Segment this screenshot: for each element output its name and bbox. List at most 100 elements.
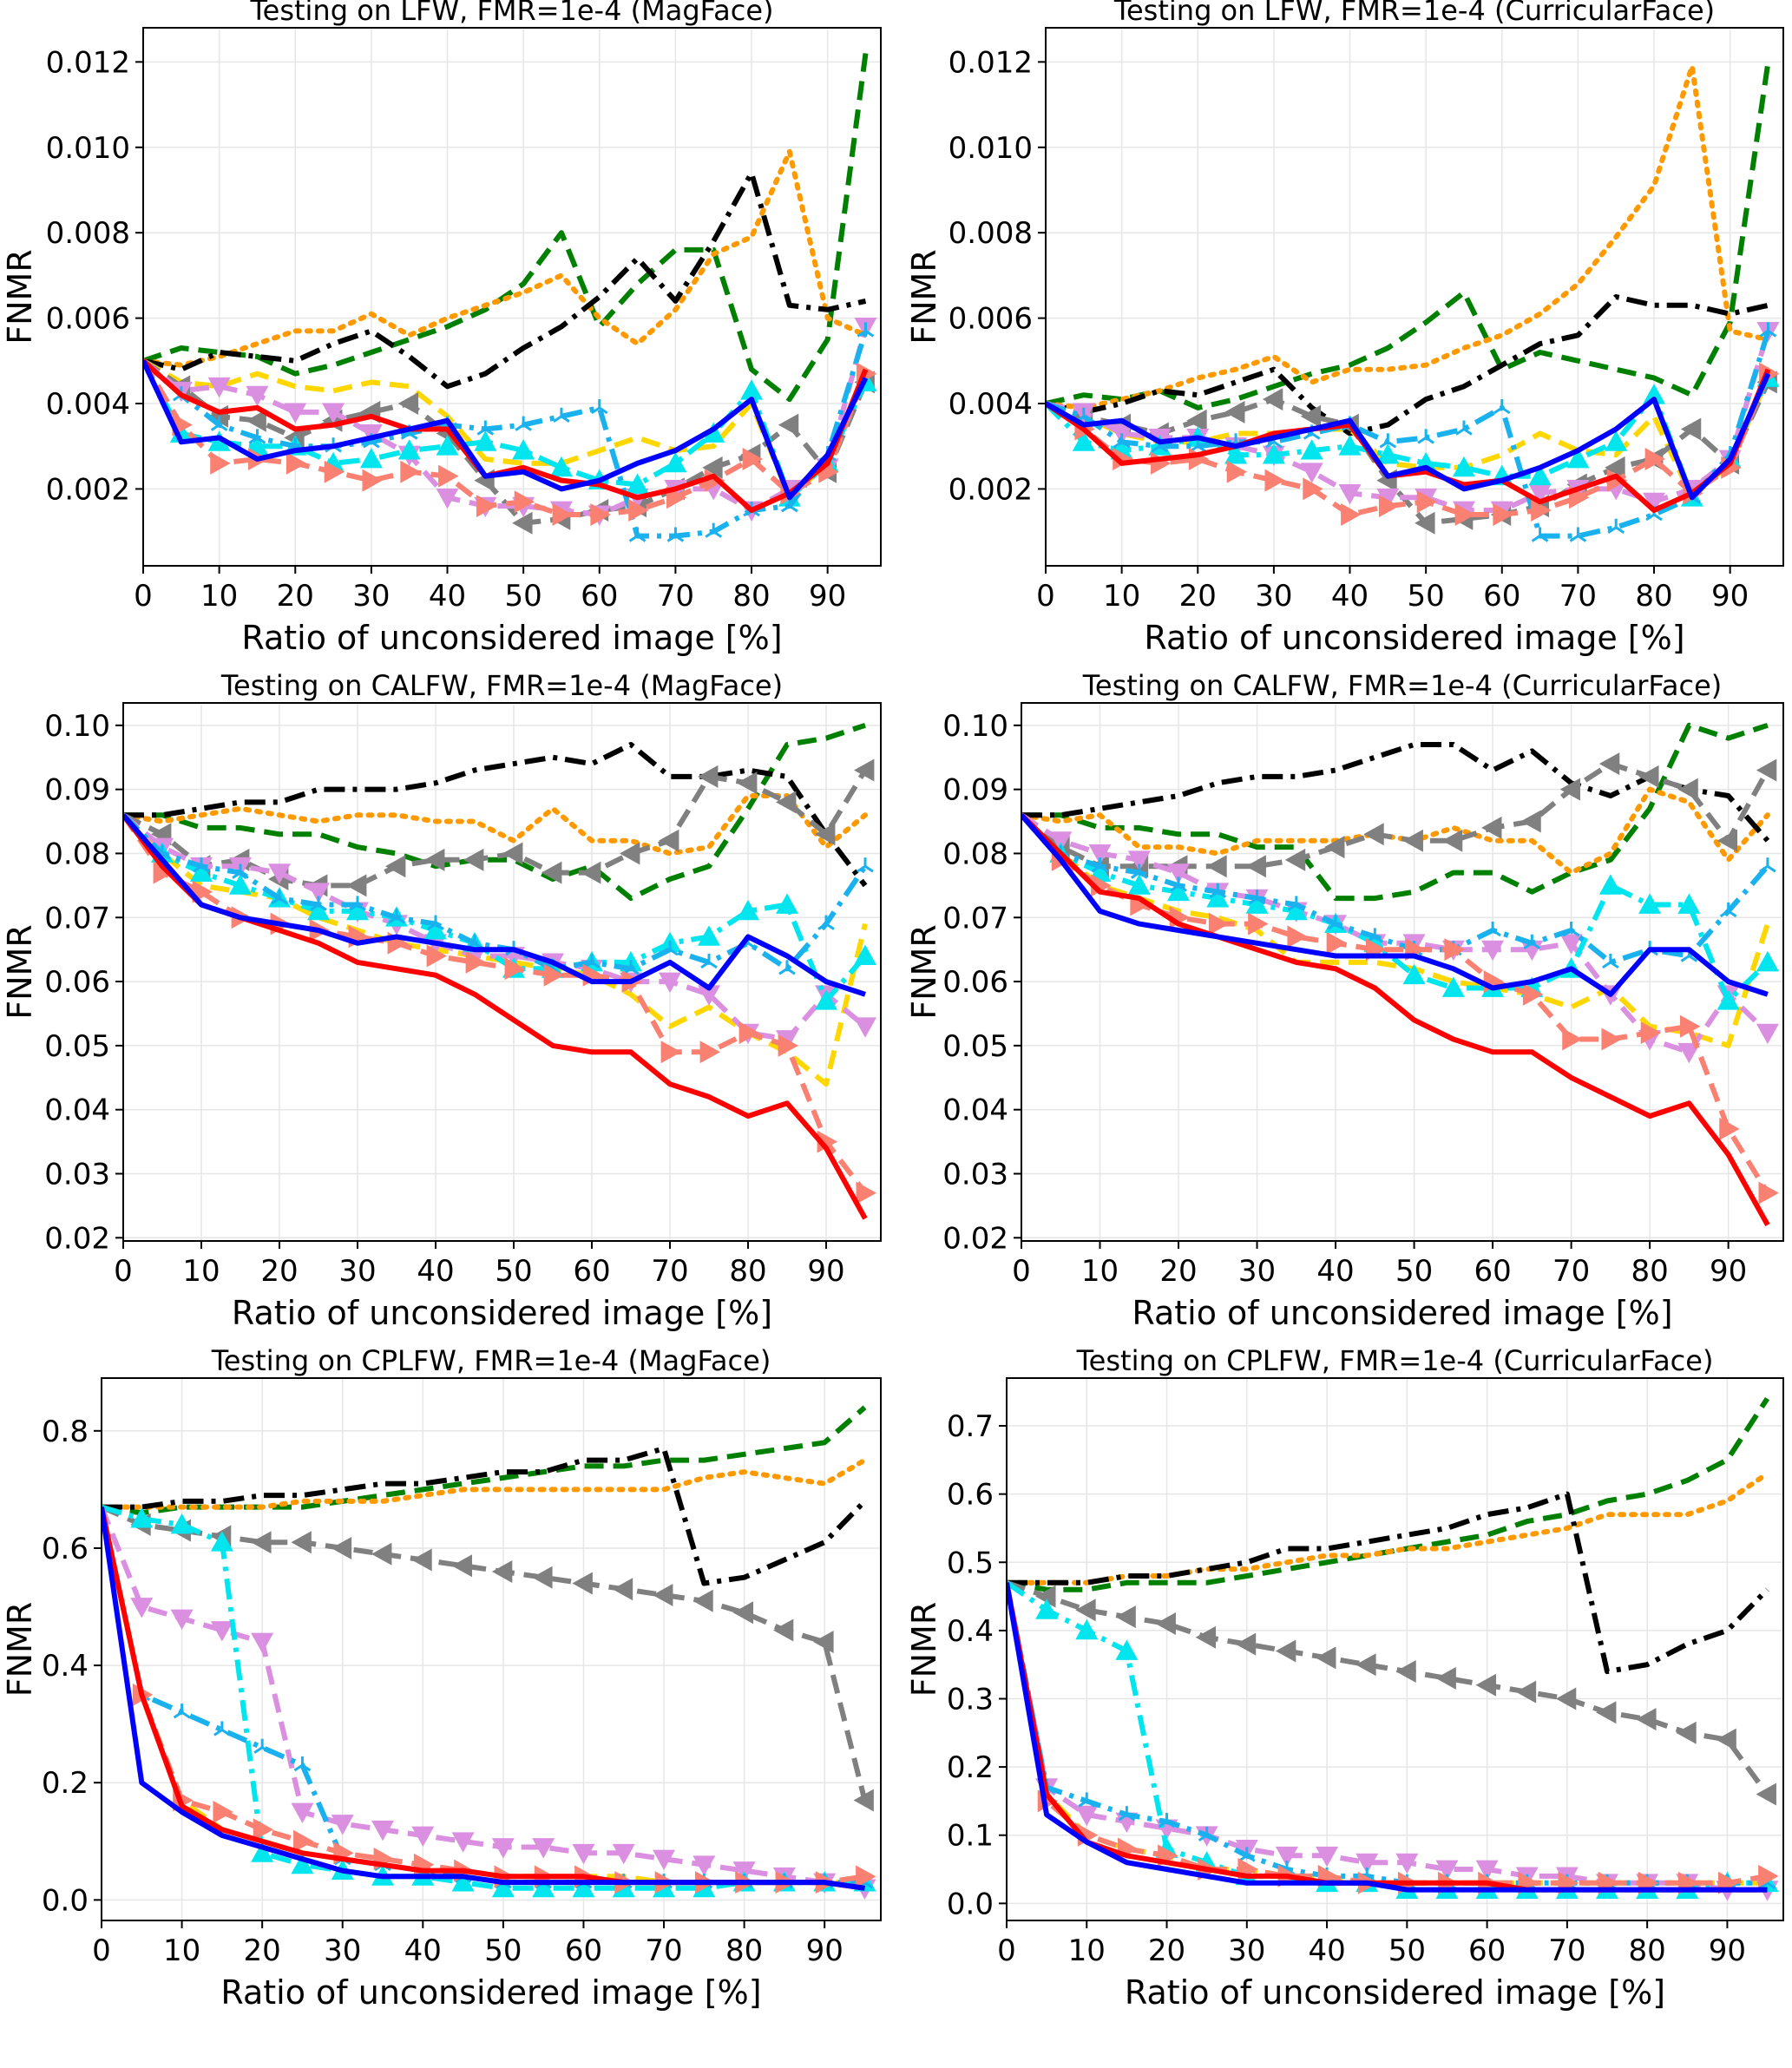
- series-line-2: [1007, 1471, 1770, 1585]
- series-5-marker: [397, 392, 419, 416]
- series-7-marker: [207, 430, 231, 451]
- series-8-marker: [1569, 527, 1587, 542]
- series-6-marker: [436, 488, 459, 509]
- plot-frame: [1021, 702, 1784, 1242]
- x-axis-label: Ratio of unconsidered image [%]: [232, 1294, 772, 1332]
- series-7-marker: [512, 439, 535, 460]
- series-6-marker: [1275, 1846, 1298, 1868]
- series-6-marker: [1088, 844, 1112, 865]
- series-7-marker: [664, 451, 687, 473]
- series-6-marker: [653, 1849, 676, 1871]
- series-6-marker: [251, 1632, 274, 1654]
- series-7-marker: [626, 473, 649, 494]
- series-7-marker: [532, 1876, 555, 1898]
- series-9-marker: [1522, 982, 1544, 1006]
- grid-lines: [122, 703, 881, 1241]
- series-5-marker: [371, 1542, 392, 1566]
- series-line-8: [1021, 813, 1770, 965]
- series-6-marker: [207, 377, 231, 398]
- series-5-marker: [1324, 836, 1345, 859]
- x-tick-label: 20: [1148, 1933, 1185, 1968]
- x-tick-label: 10: [1068, 1933, 1106, 1968]
- y-axis-label: FNMR: [1, 924, 39, 1019]
- series-line-7: [143, 359, 869, 501]
- series-7-marker: [130, 1507, 154, 1528]
- series-5-marker: [1395, 1660, 1416, 1684]
- y-tick-label: 0.002: [949, 472, 1033, 507]
- y-tick-label: 0.012: [949, 45, 1033, 80]
- x-tick-label: 20: [260, 1254, 298, 1289]
- series-5-marker: [1363, 823, 1384, 846]
- series-line-6: [1021, 812, 1769, 1055]
- series-5-marker: [532, 1566, 553, 1589]
- x-tick-label: 0: [997, 1933, 1016, 1968]
- chart-title: Testing on CALFW, FMR=1e-4 (CurricularFa…: [1082, 669, 1722, 702]
- series-9-marker: [1264, 469, 1285, 492]
- series-6-marker: [170, 1609, 194, 1631]
- series-5-marker: [1481, 816, 1502, 839]
- series-7-marker: [1441, 976, 1465, 997]
- series-line-11: [143, 359, 869, 501]
- series-9-marker: [476, 495, 497, 518]
- y-tick-label: 0.7: [947, 1409, 994, 1444]
- series-7-marker: [698, 925, 720, 946]
- series-line-3: [1007, 1491, 1769, 1675]
- series-5-marker: [1435, 1666, 1456, 1690]
- series-8-marker: [700, 953, 718, 969]
- x-tick-label: 90: [809, 579, 846, 614]
- series-6-marker: [1395, 1853, 1419, 1874]
- series-line-3: [123, 742, 868, 888]
- series-7-marker: [776, 893, 798, 914]
- series-5-marker: [1195, 1625, 1217, 1649]
- series-8-marker: [1327, 915, 1344, 930]
- plot-frame: [122, 702, 882, 1242]
- series-6-marker: [307, 883, 330, 903]
- series-9-marker: [1226, 460, 1248, 483]
- x-tick-label: 30: [1238, 1254, 1276, 1289]
- x-tick-label: 0: [114, 1254, 133, 1289]
- x-tick-label: 70: [1548, 1933, 1585, 1968]
- y-tick-label: 0.8: [42, 1415, 89, 1449]
- x-tick-label: 10: [182, 1254, 220, 1289]
- series-6-marker: [1435, 1860, 1459, 1881]
- series-9-marker: [1493, 502, 1513, 526]
- y-axis-label: FNMR: [905, 249, 943, 344]
- series-9-marker: [1416, 490, 1438, 514]
- y-tick-label: 0.07: [942, 901, 1008, 936]
- series-8-marker: [778, 960, 796, 975]
- chart-panel-1: 0 10 20 30 40 50 60 70 80 90 0.002 0.004 0.006 0.008 0…: [1, 0, 882, 657]
- series-6-marker: [246, 385, 269, 407]
- series-8-marker: [1091, 857, 1109, 873]
- series-9-marker: [552, 502, 573, 526]
- x-tick-label: 30: [1228, 1933, 1265, 1968]
- y-tick-label: 0.09: [942, 773, 1008, 808]
- series-8-marker: [210, 416, 228, 431]
- series-6-marker: [331, 1815, 354, 1835]
- series-8-marker: [253, 1738, 271, 1754]
- y-tick-label: 0.012: [46, 45, 130, 80]
- series-line-2: [1046, 63, 1771, 410]
- series-5-marker: [1275, 1639, 1296, 1663]
- series-9-marker: [1454, 502, 1475, 526]
- series-5-marker: [1756, 1782, 1776, 1806]
- series-8-marker: [232, 863, 249, 879]
- series-8-marker: [193, 857, 210, 873]
- series-9-marker: [699, 1041, 720, 1064]
- series-5-marker: [512, 511, 533, 535]
- x-tick-label: 60: [565, 1933, 602, 1968]
- x-axis-label: Ratio of unconsidered image [%]: [220, 1973, 761, 2012]
- series-group: [1007, 1396, 1779, 1901]
- series-8-marker: [1170, 876, 1187, 892]
- series-9-marker: [286, 451, 307, 475]
- series-5-marker: [1636, 1708, 1657, 1731]
- series-8-marker: [1602, 953, 1619, 969]
- plot-frame: [1045, 27, 1784, 567]
- series-line-1: [1046, 61, 1771, 410]
- series-5-marker: [1206, 855, 1227, 878]
- series-5-marker: [463, 848, 484, 871]
- series-7-marker: [1300, 439, 1323, 460]
- y-tick-label: 0.07: [44, 901, 110, 936]
- series-5-marker: [1155, 1612, 1176, 1636]
- series-line-4: [1021, 813, 1770, 1048]
- series-8-marker: [817, 915, 835, 930]
